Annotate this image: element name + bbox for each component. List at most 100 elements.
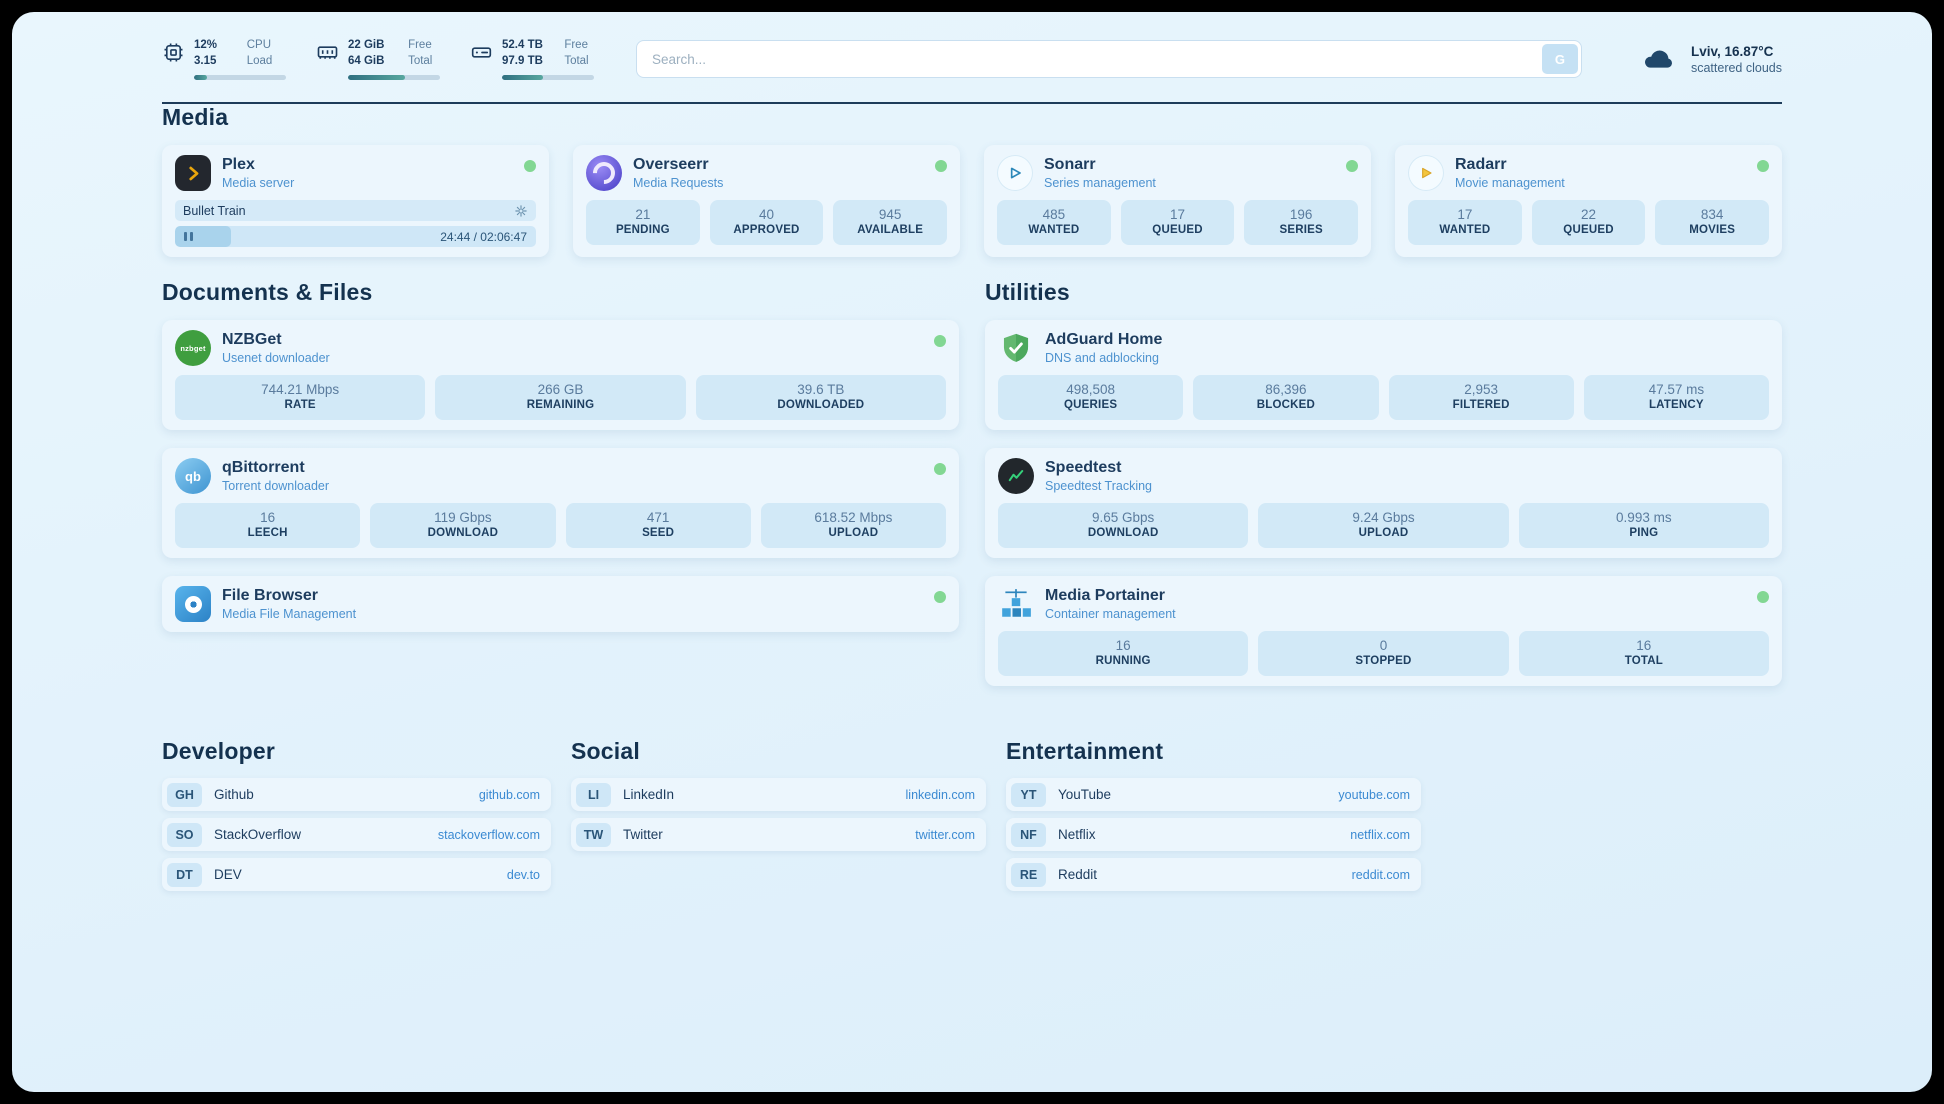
- service-card-plex[interactable]: Plex Media server Bullet Train: [162, 145, 549, 257]
- stat-value: 22: [1580, 207, 1597, 222]
- bookmark-url[interactable]: twitter.com: [915, 827, 975, 842]
- stat-label: WANTED: [1439, 224, 1491, 236]
- card-subtitle: Speedtest Tracking: [1045, 478, 1153, 493]
- playback-time: 24:44 / 02:06:47: [440, 229, 527, 244]
- bookmark-linkedin[interactable]: LI LinkedIn linkedin.com: [571, 778, 986, 811]
- documents-column: Documents & Files nzbget NZBGet Usenet d…: [162, 279, 959, 632]
- service-card-filebrowser[interactable]: File Browser Media File Management: [162, 576, 959, 632]
- search-provider-button[interactable]: G: [1541, 44, 1578, 74]
- filebrowser-icon: [175, 586, 211, 622]
- stat-box: 834 MOVIES: [1655, 200, 1770, 245]
- disk-total-value: 97.9 TB: [502, 55, 543, 67]
- service-card-speedtest[interactable]: Speedtest Speedtest Tracking 9.65 Gbps D…: [985, 448, 1782, 558]
- stat-box: 498,508 QUERIES: [998, 375, 1184, 420]
- stat-value: 498,508: [1066, 382, 1116, 397]
- bookmark-url[interactable]: linkedin.com: [905, 787, 975, 802]
- stat-value: 119 Gbps: [434, 510, 492, 525]
- weather-location: Lviv, 16.87°C: [1690, 43, 1774, 59]
- stat-box: 16 LEECH: [175, 503, 361, 548]
- cloud-icon: [1644, 50, 1672, 68]
- service-card-radarr[interactable]: Radarr Movie management 17 WANTED 22 QUE…: [1395, 145, 1782, 257]
- card-title: Media Portainer: [1045, 586, 1166, 604]
- service-card-portainer[interactable]: Media Portainer Container management 16 …: [985, 576, 1782, 686]
- nzbget-icon: nzbget: [175, 330, 211, 366]
- service-card-overseerr[interactable]: Overseerr Media Requests 21 PENDING 40 A…: [573, 145, 960, 257]
- bookmark-url[interactable]: reddit.com: [1351, 867, 1410, 882]
- card-subtitle: Media File Management: [222, 606, 357, 621]
- stat-label: SERIES: [1279, 224, 1323, 236]
- stat-value: 0.993 ms: [1616, 510, 1672, 525]
- stat-box: 485 WANTED: [997, 200, 1111, 245]
- stat-label: AVAILABLE: [857, 224, 924, 236]
- cpu-icon: [164, 43, 183, 62]
- card-title: Overseerr: [633, 155, 709, 173]
- bookmark-abbr: TW: [576, 822, 611, 847]
- stat-label: STOPPED: [1355, 655, 1412, 667]
- bookmark-stackoverflow[interactable]: SO StackOverflow stackoverflow.com: [162, 818, 551, 851]
- ram-widget: 22 GiB Free 64 GiB Total: [316, 38, 440, 80]
- stat-label: DOWNLOAD: [427, 527, 499, 539]
- disk-widget: 52.4 TB Free 97.9 TB Total: [470, 38, 594, 80]
- bookmark-url[interactable]: dev.to: [506, 867, 540, 882]
- stat-value: 86,396: [1265, 382, 1307, 397]
- stat-value: 266 GB: [537, 382, 584, 397]
- card-title: AdGuard Home: [1045, 330, 1163, 348]
- gear-icon[interactable]: [514, 204, 528, 218]
- bookmark-url[interactable]: stackoverflow.com: [437, 827, 540, 842]
- stat-box: 0.993 ms PING: [1518, 503, 1769, 548]
- stat-value: 21: [635, 207, 651, 222]
- stat-value: 834: [1700, 207, 1724, 222]
- stat-value: 40: [758, 207, 775, 222]
- stat-box: 16 TOTAL: [1518, 631, 1769, 676]
- bookmark-column-developer: Developer GH Github github.com SO StackO…: [162, 738, 551, 891]
- qbittorrent-icon-text: qb: [185, 468, 201, 484]
- bookmark-name: Twitter: [623, 827, 663, 842]
- portainer-icon: [998, 586, 1034, 622]
- bookmark-url[interactable]: github.com: [478, 787, 540, 802]
- service-card-sonarr[interactable]: Sonarr Series management 485 WANTED 17 Q…: [984, 145, 1371, 257]
- service-card-qbittorrent[interactable]: qb qBittorrent Torrent downloader 16 LEE…: [162, 448, 959, 558]
- stat-label: RATE: [284, 399, 316, 411]
- two-column-section: Documents & Files nzbget NZBGet Usenet d…: [162, 279, 1782, 686]
- stat-box: 40 APPROVED: [709, 200, 824, 245]
- stat-value: 9.24 Gbps: [1352, 510, 1415, 525]
- service-card-adguard[interactable]: AdGuard Home DNS and adblocking 498,508 …: [985, 320, 1782, 430]
- stat-box: 86,396 BLOCKED: [1193, 375, 1379, 420]
- service-card-nzbget[interactable]: nzbget NZBGet Usenet downloader 744.21 M…: [162, 320, 959, 430]
- bookmark-name: StackOverflow: [214, 827, 302, 842]
- sonarr-icon: [997, 155, 1033, 191]
- stat-label: UPLOAD: [828, 527, 879, 539]
- card-subtitle: Usenet downloader: [222, 350, 330, 365]
- bookmark-reddit[interactable]: RE Reddit reddit.com: [1006, 858, 1421, 891]
- bookmark-url[interactable]: youtube.com: [1338, 787, 1410, 802]
- stat-box: 2,953 FILTERED: [1388, 375, 1574, 420]
- speedtest-icon: [998, 458, 1034, 494]
- bookmark-twitter[interactable]: TW Twitter twitter.com: [571, 818, 986, 851]
- card-title: File Browser: [222, 586, 319, 604]
- nzbget-icon-text: nzbget: [180, 343, 206, 353]
- stat-label: WANTED: [1028, 224, 1080, 236]
- bookmark-github[interactable]: GH Github github.com: [162, 778, 551, 811]
- section-title-social: Social: [571, 738, 640, 764]
- search-input[interactable]: [636, 40, 1582, 78]
- stat-value: 39.6 TB: [797, 382, 845, 397]
- bookmark-netflix[interactable]: NF Netflix netflix.com: [1006, 818, 1421, 851]
- bookmarks-section: Developer GH Github github.com SO StackO…: [162, 738, 1782, 891]
- ram-progress-bar: [348, 75, 440, 80]
- card-subtitle: Media server: [222, 175, 295, 190]
- stat-box: 16 RUNNING: [998, 631, 1249, 676]
- stat-label: MOVIES: [1689, 224, 1736, 236]
- stat-box: 471 SEED: [565, 503, 751, 548]
- disk-progress-fill: [502, 75, 544, 80]
- stat-label: DOWNLOADED: [777, 399, 865, 411]
- section-title-media: Media: [162, 104, 229, 130]
- card-title: qBittorrent: [222, 458, 305, 476]
- pause-icon: [184, 232, 187, 241]
- bookmark-url[interactable]: netflix.com: [1350, 827, 1410, 842]
- bookmark-dev[interactable]: DT DEV dev.to: [162, 858, 551, 891]
- status-dot: [934, 463, 946, 475]
- section-title-documents: Documents & Files: [162, 279, 373, 305]
- bookmark-youtube[interactable]: YT YouTube youtube.com: [1006, 778, 1421, 811]
- ram-total-value: 64 GiB: [348, 55, 385, 67]
- bookmark-column-entertainment: Entertainment YT YouTube youtube.com NF …: [1006, 738, 1421, 891]
